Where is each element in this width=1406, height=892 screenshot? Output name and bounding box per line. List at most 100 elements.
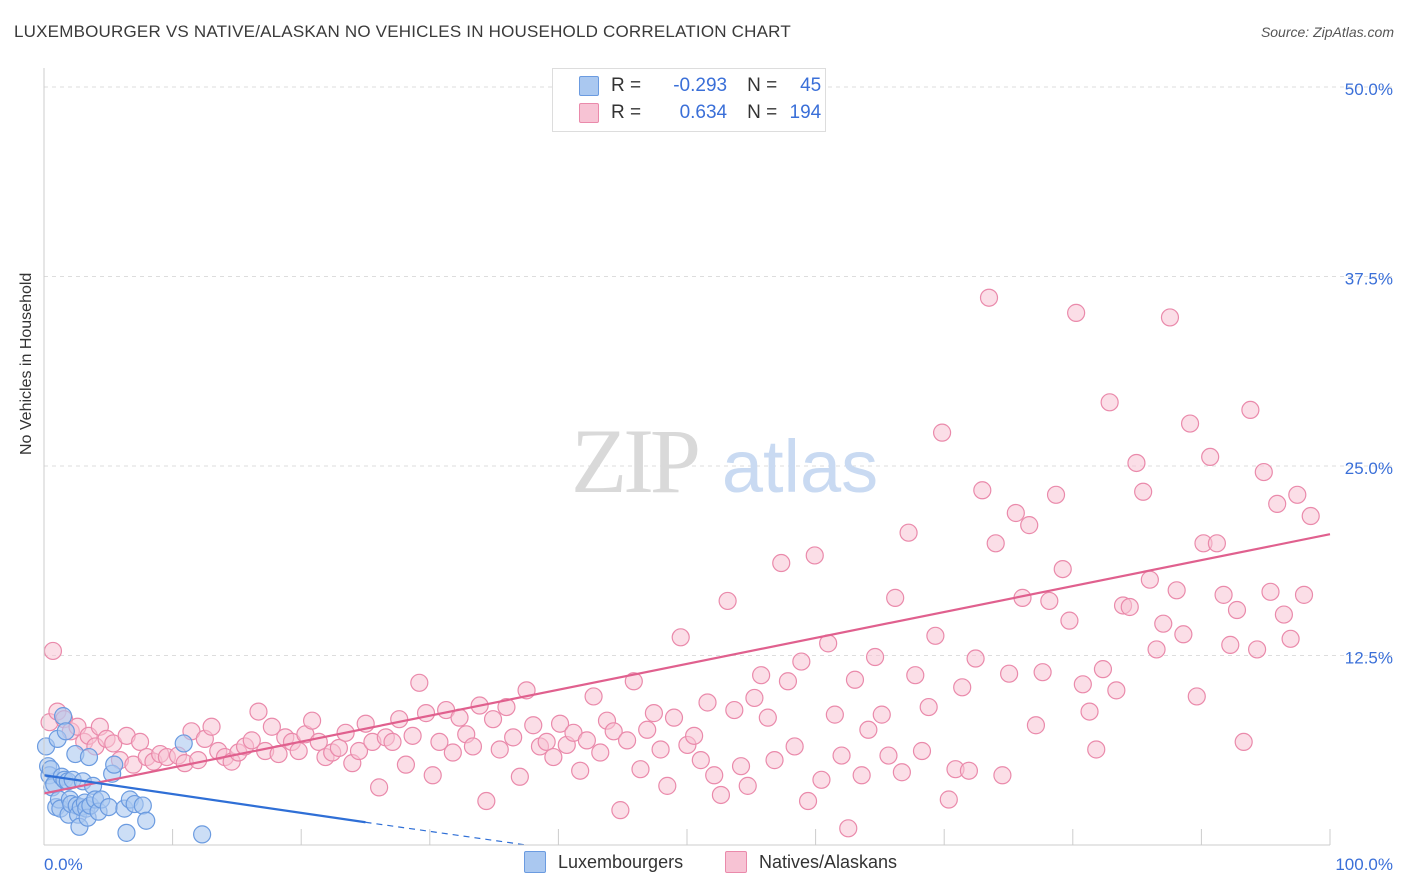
data-point-natives (718, 591, 737, 611)
data-point-natives (752, 666, 771, 685)
data-point-natives (1053, 559, 1072, 579)
data-point-natives (1160, 308, 1180, 327)
data-point-natives (443, 743, 462, 762)
r-value-luxembourgers: -0.293 (673, 75, 728, 96)
n-label: N = (747, 102, 778, 123)
data-point-natives (370, 778, 389, 797)
stats-row-luxembourgers: R = -0.293 N = 45 (579, 73, 821, 99)
data-point-natives (912, 741, 932, 761)
data-point-natives (993, 766, 1012, 785)
data-point-natives (1187, 687, 1206, 706)
data-point-natives (544, 747, 563, 767)
r-label: R = (611, 75, 642, 96)
data-point-natives (550, 714, 570, 733)
swatch-pink (579, 103, 599, 123)
series-natives-alaskans-points (40, 288, 1320, 838)
x-tick-label-max: 100.0% (1335, 855, 1393, 874)
data-point-natives (785, 737, 804, 756)
data-point-natives (664, 708, 684, 727)
data-point-natives (1093, 660, 1113, 679)
data-point-natives (859, 720, 878, 739)
data-point-natives (906, 666, 925, 685)
data-point-natives (745, 688, 764, 708)
data-point-natives (792, 652, 811, 671)
y-axis-label: No Vehicles in Household (18, 272, 35, 455)
data-point-natives (1107, 681, 1126, 700)
data-point-natives (242, 731, 261, 750)
trend-line-luxembourgers (43, 774, 366, 824)
chart-title: LUXEMBOURGER VS NATIVE/ALASKAN NO VEHICL… (14, 22, 791, 41)
data-point-natives (1221, 635, 1240, 654)
data-point-natives (1046, 485, 1066, 504)
data-point-luxembourgers (137, 811, 156, 830)
data-point-natives (571, 761, 590, 780)
data-point-natives (705, 766, 724, 785)
data-point-natives (604, 722, 623, 741)
data-point-natives (1294, 585, 1314, 604)
data-point-natives (463, 737, 483, 756)
watermark-zip: ZIP (571, 410, 698, 512)
data-point-natives (1241, 400, 1260, 420)
data-point-natives (329, 738, 348, 758)
data-point-natives (926, 626, 945, 645)
data-point-natives (591, 743, 610, 762)
n-value-luxembourgers: 45 (800, 75, 822, 96)
data-point-natives (1040, 591, 1059, 611)
watermark: ZIP atlas (571, 410, 878, 512)
data-point-natives (1154, 614, 1173, 633)
data-point-natives (1261, 582, 1280, 601)
axis-layer: 12.5% 25.0% 37.5% 50.0% 0.0% 100.0% (43, 68, 1393, 874)
data-point-natives (396, 755, 416, 774)
data-point-natives (497, 697, 516, 717)
data-point-natives (872, 705, 891, 724)
data-point-natives (919, 697, 938, 717)
data-point-natives (1301, 506, 1320, 526)
data-point-natives (1060, 611, 1079, 630)
data-point-natives (1087, 740, 1106, 759)
data-point-luxembourgers (79, 747, 99, 767)
data-point-natives (698, 693, 717, 712)
data-point-natives (798, 791, 818, 811)
watermark-atlas: atlas (722, 425, 878, 508)
data-point-natives (758, 708, 777, 727)
data-point-natives (832, 746, 851, 765)
data-point-natives (886, 588, 905, 607)
data-point-natives (349, 741, 369, 761)
r-label: R = (611, 102, 642, 123)
data-point-natives (839, 819, 858, 838)
trend-line-natives (43, 533, 1331, 795)
data-point-natives (939, 790, 958, 809)
data-point-natives (979, 288, 999, 307)
data-point-luxembourgers (105, 755, 124, 774)
data-point-natives (805, 546, 824, 565)
data-point-natives (1201, 447, 1220, 467)
data-point-natives (986, 534, 1005, 553)
legend-label-natives: Natives/Alaskans (759, 851, 898, 872)
data-point-natives (1268, 494, 1287, 513)
data-point-natives (711, 785, 731, 805)
data-point-luxembourgers (174, 734, 193, 753)
swatch-blue (579, 76, 599, 96)
data-point-natives (725, 700, 744, 720)
data-point-natives (1288, 485, 1307, 504)
data-point-natives (865, 647, 885, 667)
y-tick-label: 12.5% (1345, 649, 1393, 668)
data-point-natives (966, 649, 985, 668)
data-point-natives (731, 757, 751, 776)
data-point-natives (644, 704, 663, 723)
data-point-natives (1033, 663, 1052, 682)
data-point-natives (584, 687, 603, 706)
data-point-natives (577, 731, 596, 750)
data-point-natives (638, 720, 657, 739)
y-tick-label: 50.0% (1345, 80, 1393, 99)
data-point-natives (1147, 640, 1166, 659)
data-point-natives (1180, 414, 1200, 433)
data-point-natives (973, 481, 992, 500)
data-point-natives (289, 741, 308, 761)
data-point-natives (1281, 629, 1300, 648)
data-point-natives (899, 523, 918, 542)
data-point-natives (959, 761, 978, 780)
legend-item-natives: Natives/Alaskans (725, 851, 897, 873)
data-point-natives (390, 710, 409, 729)
data-point-natives (1247, 640, 1267, 659)
